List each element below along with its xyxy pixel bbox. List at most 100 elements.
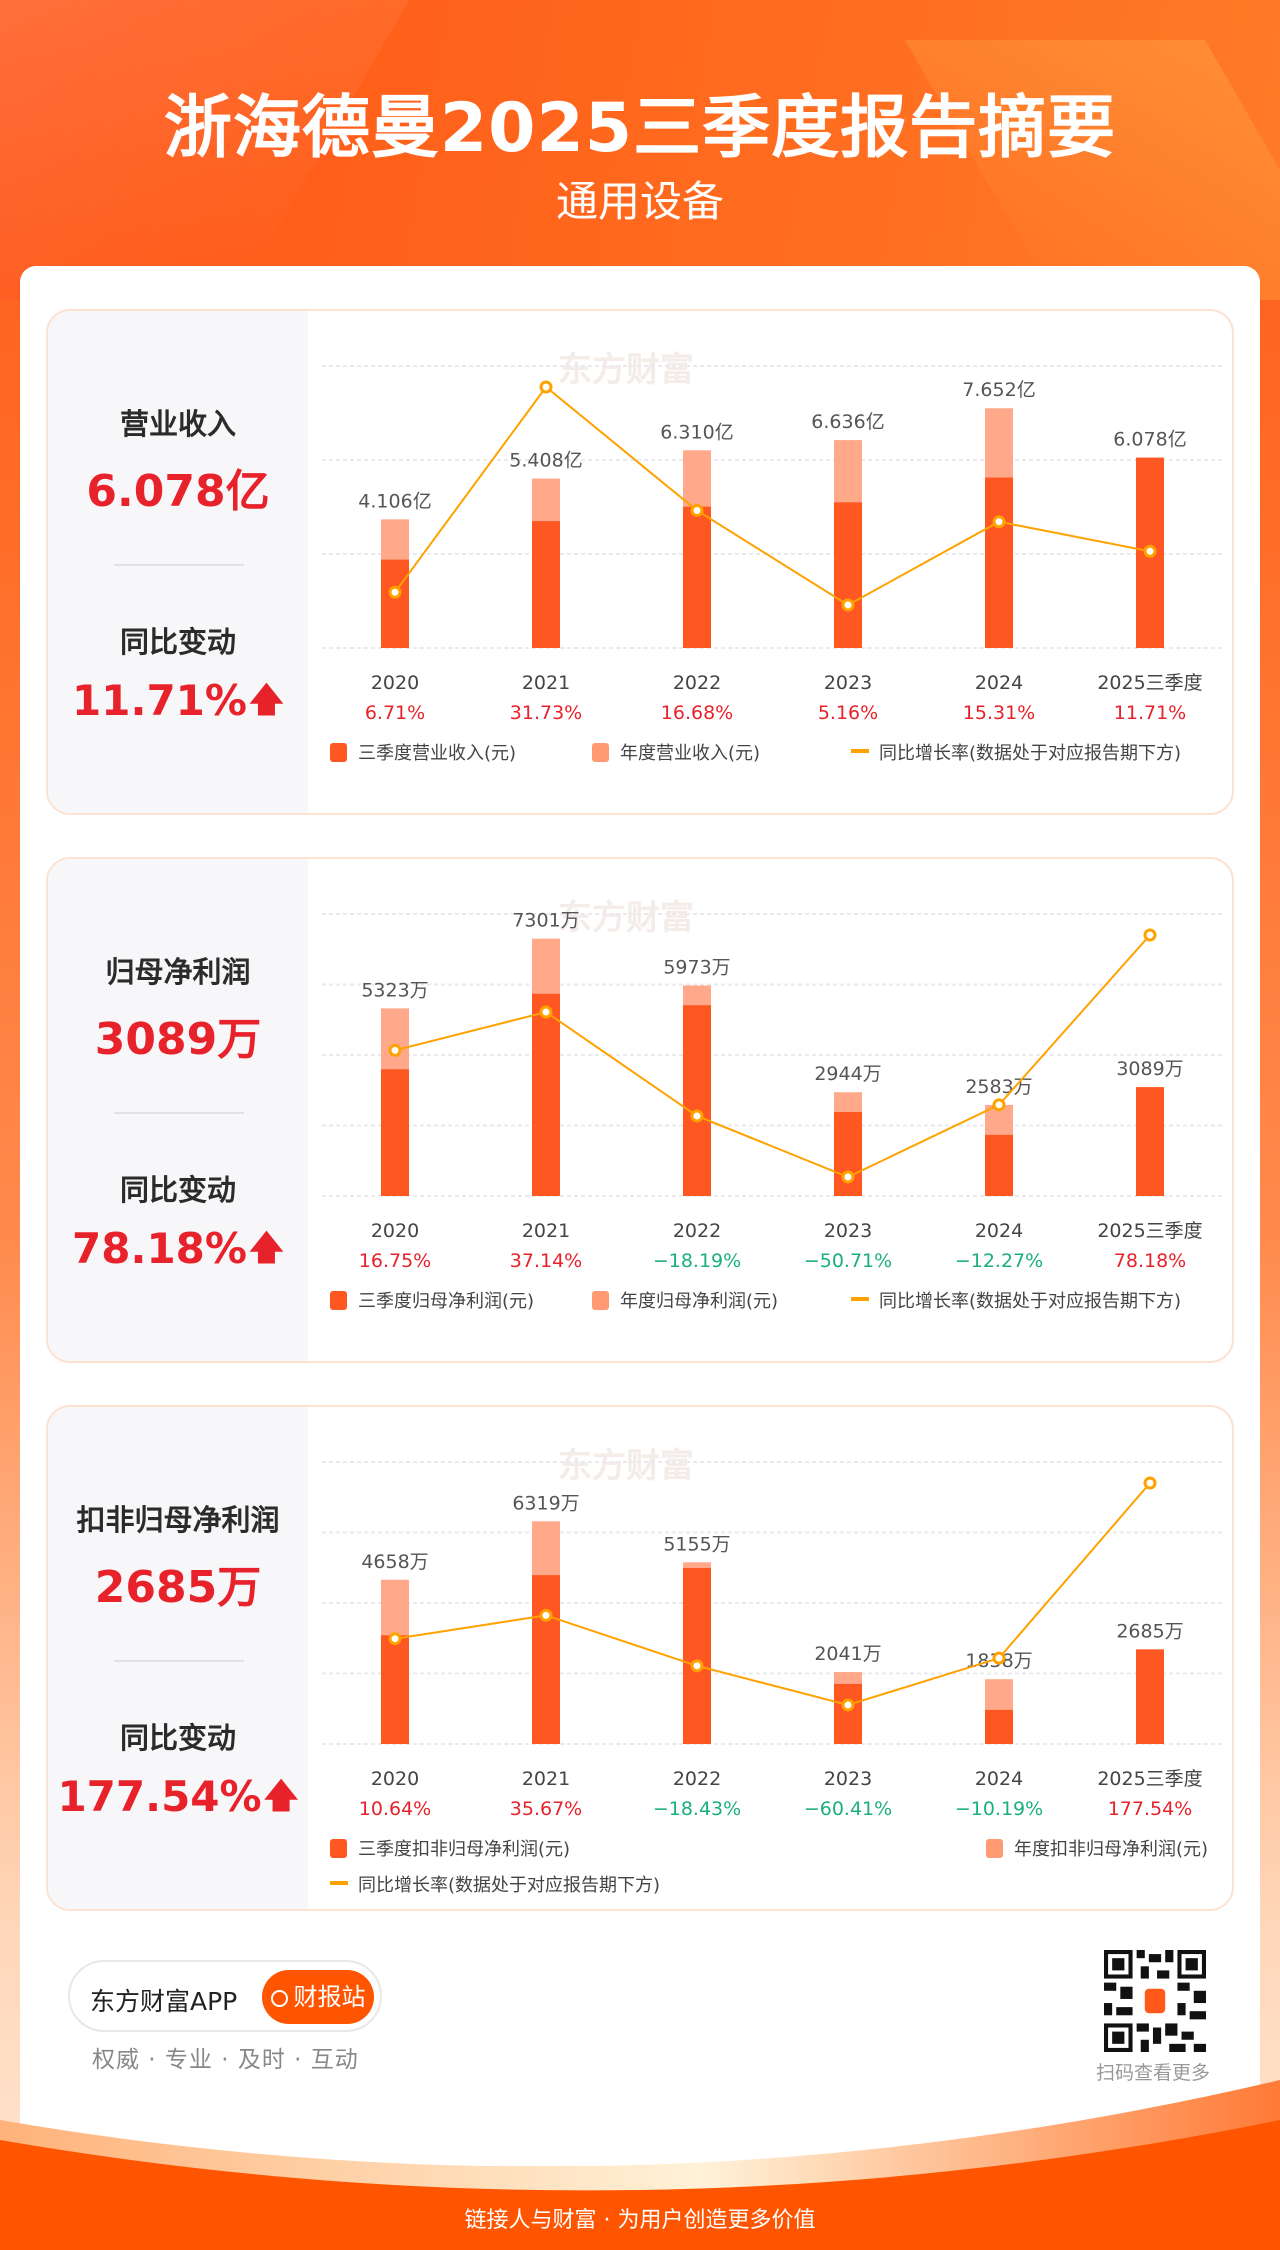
category-label: 2024 [975,1768,1023,1790]
app-name: 东方财富APP [90,1987,238,2016]
value-label: 2685万 [1116,1620,1183,1642]
q3-bar [532,1575,560,1744]
category-label: 2025三季度 [1097,1768,1202,1790]
arrow-up-icon: 🡅 [263,1776,299,1816]
growth-point [388,1632,402,1646]
metric-card: 营业收入 6.078亿 同比变动 11.71%🡅 东方财富 4.106亿 2020 6… [46,309,1234,815]
q3-bar [683,1005,711,1196]
growth-point [1143,544,1157,558]
growth-label: −18.43% [653,1798,741,1820]
category-label: 2020 [371,672,419,694]
legend-swatch-icon [330,1291,347,1310]
value-label: 6.310亿 [660,421,733,443]
change-label: 同比变动 [119,625,236,659]
legend-line-icon [330,1881,348,1885]
metric-label: 营业收入 [119,407,236,441]
legend-swatch-icon [986,1839,1003,1858]
q3-bar [381,1069,409,1196]
growth-point [690,503,704,517]
growth-point [388,585,402,599]
category-label: 2022 [673,1220,721,1242]
q3-bar [532,521,560,648]
value-label: 2583万 [965,1076,1032,1098]
q3-bar [834,502,862,648]
legend-line-icon [851,1297,869,1301]
q3-bar [381,559,409,648]
q3-bar [985,1134,1013,1196]
legend-label: 同比增长率(数据处于对应报告期下方) [879,743,1181,764]
category-label: 2021 [522,1220,570,1242]
change-label: 同比变动 [119,1173,236,1207]
legend-label: 三季度归母净利润(元) [358,1291,534,1312]
value-label: 4658万 [361,1551,428,1573]
industry-subtitle: 通用设备 [555,177,724,226]
growth-label: 31.73% [510,702,582,724]
growth-label: −12.27% [955,1250,1043,1272]
q3-bar [683,1567,711,1744]
report-station-button[interactable]: 财报站 [262,1970,374,2024]
q3-bar [683,506,711,648]
growth-line [394,1482,1151,1707]
combo-chart: 东方财富 5323万 2020 16.75% 7301万 2021 37.14% 5973万 2… [322,898,1224,1312]
growth-point [992,515,1006,529]
growth-label: 16.68% [661,702,733,724]
metric-summary: 营业收入 6.078亿 同比变动 11.71%🡅 [48,311,308,813]
q3-bar [532,993,560,1196]
category-label: 2023 [824,672,872,694]
value-label: 5155万 [663,1533,730,1555]
page-title: 浙海德曼2025三季度报告摘要 [163,89,1117,168]
legend-label: 年度扣非归母净利润(元) [1014,1839,1208,1860]
value-label: 7301万 [512,910,579,932]
value-label: 6.078亿 [1113,429,1186,451]
metric-card: 归母净利润 3089万 同比变动 78.18%🡅 东方财富 5323万 2020 16… [46,857,1234,1363]
growth-label: 11.71% [1114,702,1186,724]
growth-point [992,1098,1006,1112]
q3-bar [381,1635,409,1744]
growth-label: 35.67% [510,1798,582,1820]
value-label: 6.636亿 [811,411,884,433]
legend-label: 三季度扣非归母净利润(元) [358,1839,570,1860]
divider [114,1660,244,1662]
value-label: 7.652亿 [962,379,1035,401]
growth-point [539,1608,553,1622]
growth-point [539,380,553,394]
legend-label: 三季度营业收入(元) [358,743,516,764]
growth-point [841,1170,855,1184]
metric-value: 3089万 [94,1014,262,1065]
qr-code-icon[interactable] [1104,1950,1206,2052]
app-search-pill[interactable]: 东方财富APP 财报站 [68,1960,382,2032]
value-label: 5973万 [663,956,730,978]
growth-point [1143,928,1157,942]
change-label: 同比变动 [119,1721,236,1755]
metric-label: 归母净利润 [105,955,251,989]
change-value-wrap: 78.18%🡅 [48,1224,308,1281]
growth-point [992,1651,1006,1665]
change-value: 177.54% [57,1772,262,1821]
category-label: 2025三季度 [1097,672,1202,694]
combo-chart: 东方财富 4658万 2020 10.64% 6319万 2021 35.67% 5155万 2… [322,1446,1224,1896]
growth-label: −10.19% [955,1798,1043,1820]
search-icon [270,1990,288,2007]
category-label: 2024 [975,1220,1023,1242]
growth-point [539,1005,553,1019]
growth-label: 177.54% [1108,1798,1193,1820]
category-label: 2021 [522,1768,570,1790]
watermark: 东方财富 [558,898,694,938]
slogan: 权威 · 专业 · 及时 · 互动 [92,2047,359,2073]
category-label: 2022 [673,672,721,694]
value-label: 6319万 [512,1492,579,1514]
combo-chart: 东方财富 4.106亿 2020 6.71% 5.408亿 2021 31.73% 6.310… [322,350,1224,764]
watermark: 东方财富 [558,1446,694,1486]
header-banner [0,0,1280,300]
q3-bar [985,1709,1013,1744]
report-station-label: 财报站 [293,1983,366,2011]
growth-point [1143,1476,1157,1490]
growth-line [394,385,1151,607]
q3-bar [834,1683,862,1744]
bottom-tagline: 链接人与财富 · 为用户创造更多价值 [464,2208,816,2233]
category-label: 2024 [975,672,1023,694]
value-label: 5.408亿 [509,450,582,472]
qr-caption: 扫码查看更多 [1096,2062,1211,2084]
change-value: 11.71% [72,676,247,725]
value-label: 5323万 [361,979,428,1001]
